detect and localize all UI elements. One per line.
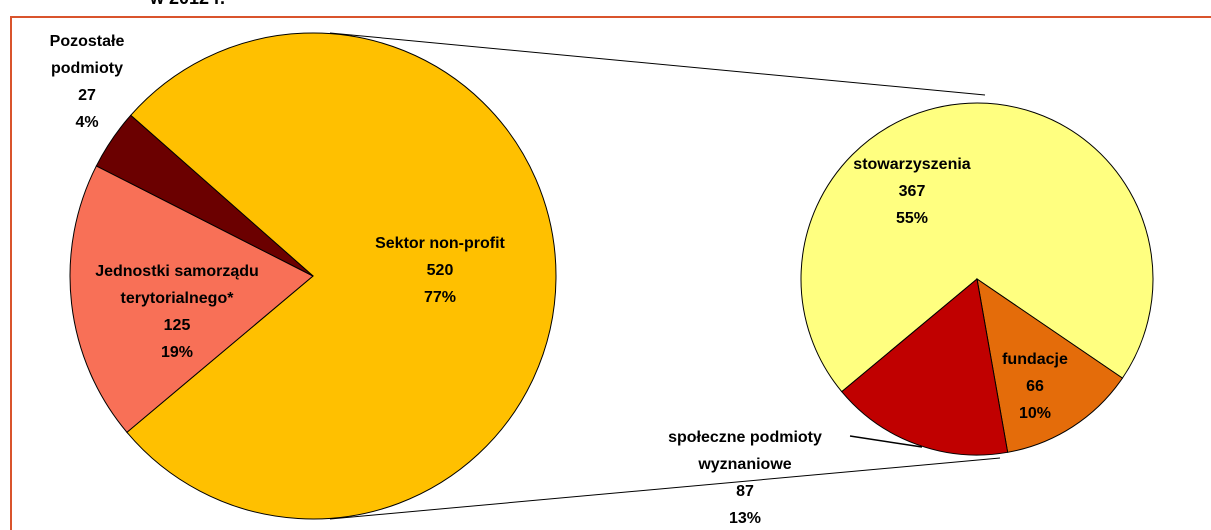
category-label: Jednostki samorządu terytorialnego* (95, 263, 259, 307)
percent-label: 13% (728, 510, 762, 527)
value-label: 66 (1026, 378, 1044, 395)
percent-label: 77% (423, 289, 457, 306)
chart-title: w 2012 r. (150, 0, 225, 9)
value-label: 27 (78, 87, 96, 104)
frame (10, 16, 1211, 530)
connector (329, 457, 1001, 520)
data-label: fundacje 66 10% (975, 346, 1095, 427)
value-label: 520 (426, 262, 454, 279)
data-label: stowarzyszenia 367 55% (812, 151, 1012, 232)
value-label: 125 (163, 317, 191, 334)
category-label: Sektor non-profit (375, 235, 505, 252)
category-label: Pozostałe podmioty (49, 33, 125, 77)
data-label: Pozostałe podmioty 27 4% (37, 28, 137, 136)
value-label: 87 (736, 483, 754, 500)
percent-label: 10% (1018, 405, 1052, 422)
category-label: stowarzyszenia (853, 156, 971, 173)
pie-slice (841, 278, 1009, 456)
percent-label: 19% (160, 344, 194, 361)
pie-slice (69, 165, 314, 433)
data-label: Sektor non-profit 520 77% (330, 230, 550, 311)
data-label: społeczne podmioty wyznaniowe 87 13% (630, 424, 860, 530)
pie-slice (126, 32, 557, 520)
pie-slice (800, 102, 1154, 393)
percent-label: 4% (75, 114, 99, 131)
pie-slice (95, 114, 314, 277)
leader-line (849, 435, 923, 448)
data-label: Jednostki samorządu terytorialnego* 125 19… (57, 258, 297, 366)
percent-label: 55% (895, 210, 929, 227)
connector (329, 32, 986, 96)
category-label: społeczne podmioty wyznaniowe (668, 429, 822, 473)
pie-slice (976, 277, 1124, 453)
value-label: 367 (898, 183, 926, 200)
category-label: fundacje (1002, 351, 1068, 368)
